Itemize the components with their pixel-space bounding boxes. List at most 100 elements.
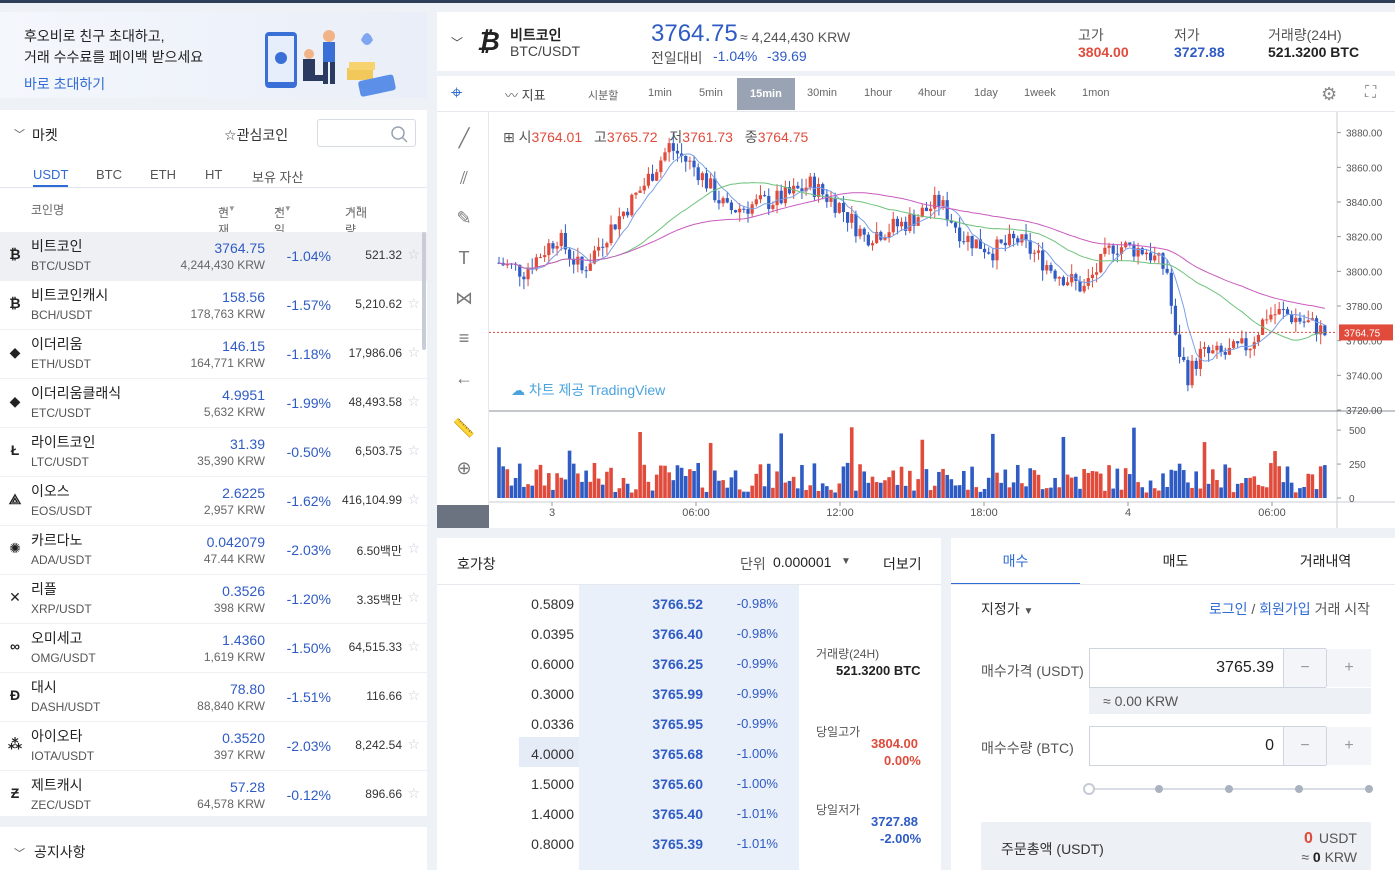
ohlc-toggle-icon[interactable]: ⊞ [503,129,519,145]
tab-history[interactable]: 거래내역 [1299,553,1352,569]
interval-timeshare[interactable]: 시분할 [588,90,619,102]
interval-1hour[interactable]: 1hour [864,87,893,99]
qty-increment-button[interactable]: + [1326,727,1371,765]
star-icon[interactable]: ☆ [407,589,420,605]
price-decrement-button[interactable]: − [1283,649,1326,687]
star-icon[interactable]: ☆ [407,687,420,703]
unit-select[interactable]: 0.000001 [773,554,832,570]
ask-row[interactable]: 4.0000 3765.68 -1.00% [437,737,941,767]
star-icon[interactable]: ☆ [407,393,420,409]
buy-qty-input[interactable] [1090,727,1286,765]
coin-row[interactable]: ∞ 오미세고 OMG/USDT 1.4360 1,619 KRW -1.50% 64,515… [0,624,427,673]
tab-buy[interactable]: 매수 [951,538,1080,585]
volume-bar [1215,479,1219,498]
search-icon[interactable] [390,125,408,143]
invite-link[interactable]: 바로 초대하기 [24,76,106,92]
slider-step-75[interactable] [1295,785,1303,793]
tradingview-credit[interactable]: ☁ 차트 제공 TradingView [511,380,665,400]
tab-ht[interactable]: HT [205,167,223,182]
interval-1week[interactable]: 1week [1024,87,1056,99]
pattern-tool-icon[interactable]: ⋈ [455,288,473,308]
ask-row[interactable]: 1.4000 3765.40 -1.01% [437,797,941,827]
slider-step-100[interactable] [1365,785,1373,793]
ask-row[interactable]: 0.6000 3766.25 -0.99% [437,647,941,677]
price-increment-button[interactable]: + [1326,649,1371,687]
tab-sell[interactable]: 매도 [1162,553,1189,569]
star-icon[interactable]: ☆ [407,540,420,556]
settings-icon[interactable]: ⚙ [1321,84,1338,104]
coin-row[interactable]: ₿ 비트코인캐시 BCH/USDT 158.56 178,763 KRW -1.57% 5,… [0,281,427,330]
qty-decrement-button[interactable]: − [1283,727,1326,765]
interval-5min[interactable]: 5min [699,87,723,99]
slider-handle[interactable] [1083,783,1095,795]
ask-row[interactable]: 0.0395 3766.40 -0.98% [437,617,941,647]
ask-row[interactable]: 0.0336 3765.95 -0.99% [437,707,941,737]
coin-row[interactable]: ₿ 비트코인 BTC/USDT 3764.75 4,244,430 KRW -1.04% 5… [0,232,427,281]
tab-holdings[interactable]: 보유 자산 [252,170,304,185]
signup-link[interactable]: 회원가입 [1259,601,1311,617]
fib-tool-icon[interactable]: ⫽ [459,168,469,188]
trend-line-icon[interactable]: ╱ [458,128,470,148]
fullscreen-icon[interactable]: ⛶ [1365,84,1377,101]
star-icon[interactable]: ☆ [407,295,420,311]
ask-row[interactable]: 1.5000 3765.60 -1.00% [437,767,941,797]
star-icon[interactable]: ☆ [407,246,420,262]
text-tool-icon[interactable]: T [458,248,470,268]
ask-row[interactable]: 0.8000 3765.39 -1.01% [437,827,941,857]
slider-step-25[interactable] [1155,785,1163,793]
interval-1day[interactable]: 1day [974,87,998,99]
star-icon[interactable]: ☆ [407,736,420,752]
back-arrow-icon[interactable]: ← [455,368,473,388]
tab-btc[interactable]: BTC [96,167,122,182]
coin-row[interactable]: ⁂ 아이오타 IOTA/USDT 0.3520 397 KRW -2.03% 8,242.5… [0,722,427,771]
favorites-toggle[interactable]: ☆관심코인 [224,125,288,145]
more-button[interactable]: 더보기 [883,556,922,572]
order-type-select[interactable]: 지정가 ▼ [981,599,1033,619]
caret-down-icon[interactable]: ▼ [841,556,851,567]
ask-row[interactable]: 0.3000 3765.99 -0.99% [437,677,941,707]
interval-1mon[interactable]: 1mon [1082,87,1110,99]
chevron-down-icon[interactable]: ﹀ [14,129,25,141]
star-icon[interactable]: ☆ [407,442,420,458]
coin-list-scrollbar[interactable] [422,232,426,350]
slider-step-50[interactable] [1225,785,1233,793]
candle-body [588,263,592,271]
collapse-toolbar-button[interactable] [437,505,489,528]
star-icon[interactable]: ☆ [407,491,420,507]
coin-row[interactable]: ◆ 이더리움클래식 ETC/USDT 4.9951 5,632 KRW -1.99% 48,… [0,379,427,428]
coin-row[interactable]: Ð 대시 DASH/USDT 78.80 88,840 KRW -1.51% 116.66 ☆ [0,673,427,722]
chevron-down-icon[interactable]: ﹀ [451,36,464,50]
star-icon[interactable]: ☆ [407,638,420,654]
candle-body [526,268,530,280]
indicators-button[interactable]: 〰 지표 [505,85,546,104]
interval-15min[interactable]: 15min [737,78,795,110]
coin-row[interactable]: Ł 라이트코인 LTC/USDT 31.39 35,390 KRW -0.50% 6,503… [0,428,427,477]
ruler-icon[interactable]: 📏 [452,418,476,438]
candle-body [613,224,617,230]
coin-row[interactable]: ✺ 카르다노 ADA/USDT 0.042079 47.44 KRW -2.03% 6.50… [0,526,427,575]
tab-usdt[interactable]: USDT [33,167,69,187]
coin-row[interactable]: ◆ 이더리움 ETH/USDT 146.15 164,771 KRW -1.18% 17,9… [0,330,427,379]
interval-30min[interactable]: 30min [807,87,837,99]
measure-lines-icon[interactable]: ≡ [458,328,470,348]
volume-bar [1314,489,1319,498]
star-icon[interactable]: ☆ [407,344,420,360]
tab-eth[interactable]: ETH [150,167,176,182]
brush-icon[interactable]: ✎ [456,208,472,228]
zoom-in-icon[interactable]: ⊕ [456,458,472,478]
buy-price-input[interactable] [1090,649,1286,687]
price-chart[interactable]: 3880.00 3860.00 3840.00 3820.00 3800.00 3780.… [489,112,1395,528]
chevron-down-icon[interactable]: ﹀ [14,848,25,860]
crosshair-icon[interactable]: ⌖ [451,82,463,104]
interval-4hour[interactable]: 4hour [918,87,947,99]
coin-row[interactable]: ⟁ 이오스 EOS/USDT 2.6225 2,957 KRW -1.62% 416,104… [0,477,427,526]
coin-row[interactable]: ✕ 리플 XRP/USDT 0.3526 398 KRW -1.20% 3.35백만 ☆ [0,575,427,624]
star-icon[interactable]: ☆ [407,785,420,801]
interval-1min[interactable]: 1min [648,87,672,99]
coin-search-input[interactable] [322,124,386,142]
login-link[interactable]: 로그인 [1208,601,1248,617]
amount-slider[interactable] [1083,783,1373,795]
coin-row[interactable]: Ƶ 제트캐시 ZEC/USDT 57.28 64,578 KRW -0.12% 896.66… [0,771,427,816]
ask-row[interactable]: 0.5809 3766.52 -0.98% [437,587,941,617]
volume-bar [1240,483,1244,498]
